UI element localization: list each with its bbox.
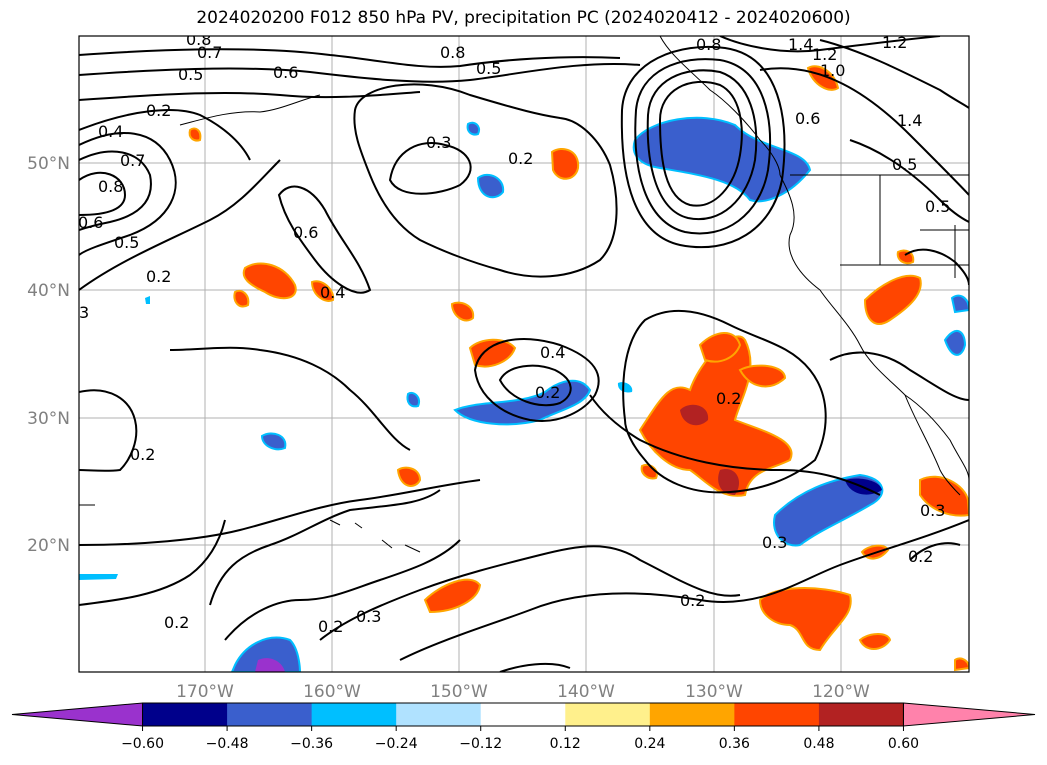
map-frame	[78, 35, 970, 673]
colorbar-segment	[649, 703, 735, 726]
colorbar-tick-label: 0.60	[888, 736, 919, 752]
contour-label: 0.2	[130, 445, 155, 464]
contour-label: 0.2	[146, 267, 171, 286]
contour-label: 0.2	[908, 547, 933, 566]
contour-label: 0.3	[426, 133, 451, 152]
contour-label: 0.5	[892, 155, 917, 174]
lat-label-40n: 40°N	[27, 281, 70, 301]
contour-label: 1.4	[897, 111, 922, 130]
contour-label: 0.4	[320, 283, 345, 302]
colorbar-tick-label: −0.12	[459, 736, 502, 752]
colorbar-segment	[227, 703, 313, 726]
contour-label: 0.6	[293, 223, 318, 242]
contour-label: 0.2	[535, 383, 560, 402]
colorbar-tick-label: −0.48	[206, 736, 249, 752]
colorbar-tick-label: 0.12	[550, 736, 581, 752]
colorbar-segment	[480, 703, 566, 726]
contour-label: 0.7	[197, 43, 222, 62]
colorbar: −0.60 −0.48 −0.36 −0.24 −0.12 0.12 0.24 0.36 0.4…	[11, 702, 1036, 752]
contour-label: 0.6	[78, 213, 103, 232]
contour-label: 0.5	[476, 59, 501, 78]
contour-label: 0.8	[440, 43, 465, 62]
colorbar-tick-label: 0.24	[634, 736, 665, 752]
lon-label-150w: 150°W	[430, 682, 488, 702]
contour-label: 0.6	[795, 109, 820, 128]
contour-label: 0.6	[273, 63, 298, 82]
contour-label: 0.8	[98, 177, 123, 196]
contour-label: 0.3	[356, 607, 381, 626]
lon-label-130w: 130°W	[685, 682, 743, 702]
colorbar-tick-label: −0.36	[290, 736, 333, 752]
map-area: 0.8 0.7 0.5 0.2 0.4 0.7 0.8 0.6 0.5 0.2 …	[78, 30, 969, 672]
contour-labels: 0.8 0.7 0.5 0.2 0.4 0.7 0.8 0.6 0.5 0.2 …	[78, 30, 950, 636]
contour-label: 0.4	[98, 122, 123, 141]
contour-label: 0.3	[762, 533, 787, 552]
colorbar-segments	[11, 702, 1036, 727]
colorbar-extend-min	[11, 702, 144, 727]
colorbar-segment	[565, 703, 651, 726]
lon-label-120w: 120°W	[812, 682, 870, 702]
contour-label: 0.7	[120, 151, 145, 170]
contour-label: 0.2	[318, 617, 343, 636]
colorbar-segment	[734, 703, 820, 726]
contour-label: 3	[79, 303, 89, 322]
precip-negative	[79, 116, 969, 672]
contour-label: 0.2	[146, 101, 171, 120]
contour-label: 0.5	[114, 233, 139, 252]
latitude-labels: 50°N 40°N 30°N 20°N	[27, 154, 70, 556]
lat-label-20n: 20°N	[27, 536, 70, 556]
colorbar-extend-max	[902, 702, 1036, 727]
colorbar-tick-label: 0.36	[719, 736, 750, 752]
colorbar-tick-label: 0.48	[803, 736, 834, 752]
lat-label-50n: 50°N	[27, 154, 70, 174]
longitude-labels: 170°W 160°W 150°W 140°W 130°W 120°W	[176, 682, 870, 702]
colorbar-segment	[142, 703, 228, 726]
lon-label-140w: 140°W	[557, 682, 615, 702]
contour-label: 0.8	[186, 30, 211, 49]
colorbar-tick-label: −0.24	[375, 736, 418, 752]
contour-label: 0.5	[925, 197, 950, 216]
colorbar-segment	[311, 703, 397, 726]
colorbar-segment	[818, 703, 904, 726]
contour-label: 0.5	[178, 65, 203, 84]
contour-label: 1.0	[820, 61, 845, 80]
contour-label: 0.2	[716, 389, 741, 408]
lon-label-160w: 160°W	[303, 682, 361, 702]
contour-label: 1.2	[812, 45, 837, 64]
contour-label: 1.2	[882, 33, 907, 52]
pv-contours	[79, 36, 969, 672]
colorbar-tick-label: −0.60	[121, 736, 164, 752]
colorbar-ticks: −0.60 −0.48 −0.36 −0.24 −0.12 0.12 0.24 0.36 0.4…	[121, 726, 919, 752]
contour-label: 0.2	[164, 613, 189, 632]
contour-label: 0.2	[508, 149, 533, 168]
map-title: 2024020200 F012 850 hPa PV, precipitatio…	[196, 8, 851, 28]
contour-label: 1.4	[788, 35, 813, 54]
contour-label: 0.4	[540, 343, 565, 362]
contour-label: 0.2	[680, 591, 705, 610]
colorbar-segment	[396, 703, 482, 726]
lat-label-30n: 30°N	[27, 409, 70, 429]
colorbar-outline	[142, 702, 904, 727]
contour-label: 0.3	[920, 501, 945, 520]
lon-label-170w: 170°W	[176, 682, 234, 702]
contour-label: 0.8	[696, 35, 721, 54]
